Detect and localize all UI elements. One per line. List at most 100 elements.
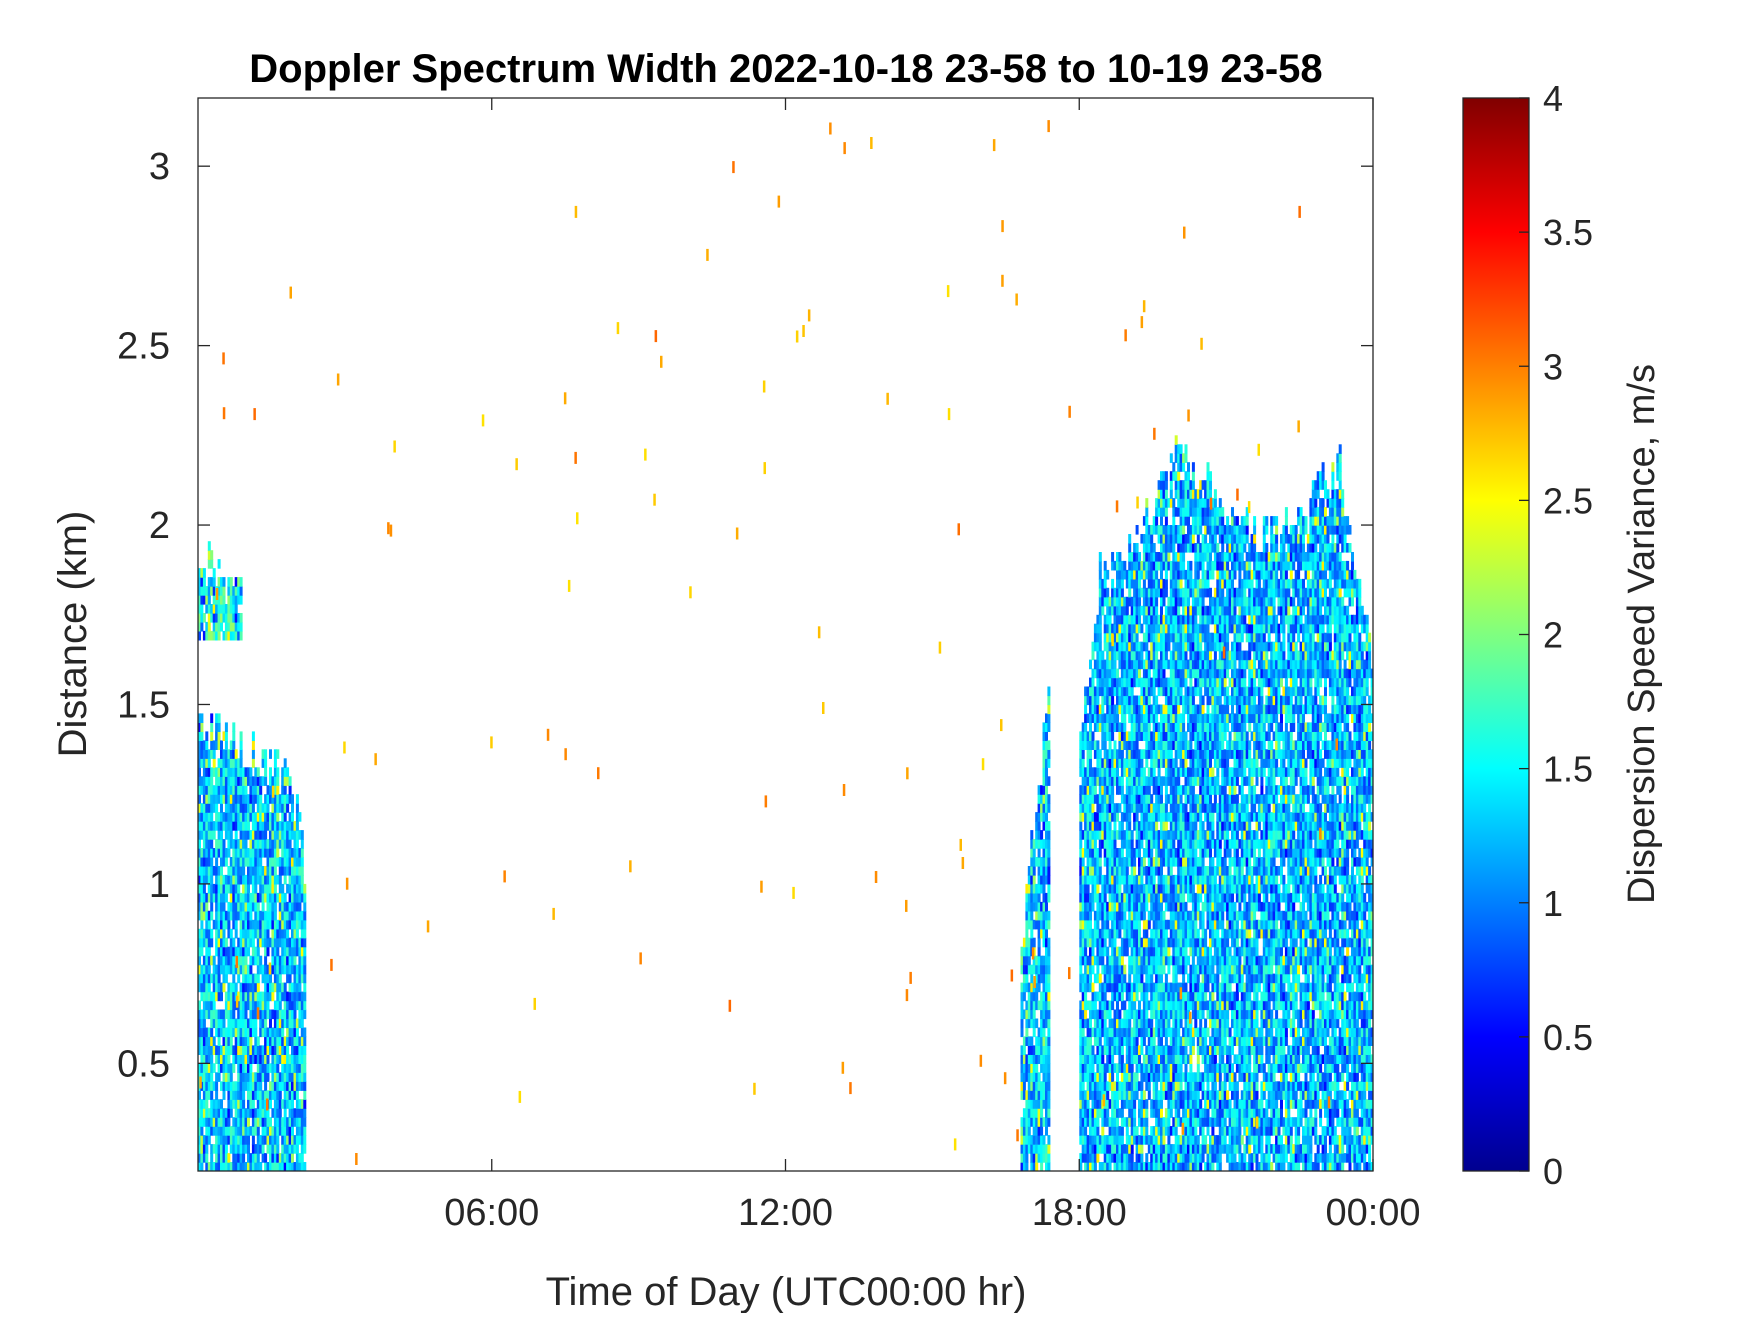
heatmap-cell: [1120, 767, 1124, 777]
heatmap-cell: [1103, 991, 1107, 1002]
heatmap-cell: [212, 586, 216, 596]
heatmap-cell: [1081, 1018, 1085, 1029]
heatmap-cell: [1145, 973, 1149, 984]
heatmap-cell: [1140, 830, 1144, 840]
heatmap-cell: [249, 767, 253, 777]
heatmap-cell: [1091, 1009, 1095, 1020]
heatmap-cell: [1098, 632, 1102, 643]
heatmap-cell: [1111, 866, 1115, 876]
heatmap-cell: [1128, 803, 1132, 813]
heatmap-cell: [212, 821, 216, 831]
heatmap-cell: [244, 776, 248, 786]
heatmap-cell: [1103, 713, 1107, 723]
heatmap-cell: [224, 785, 228, 795]
heatmap-cell: [232, 848, 236, 858]
heatmap-cell: [1089, 973, 1092, 984]
heatmap-cell: [200, 1045, 204, 1055]
heatmap-cell: [1103, 1099, 1107, 1109]
heatmap-cell: [1098, 848, 1102, 858]
heatmap-cell: [229, 577, 233, 587]
heatmap-cell: [1037, 874, 1041, 885]
heatmap-cell: [1037, 1045, 1041, 1055]
heatmap-cell: [281, 830, 285, 840]
heatmap-cell: [1128, 1144, 1132, 1154]
heatmap-cell: [1093, 830, 1097, 840]
heatmap-cell: [198, 586, 201, 596]
heatmap-cell: [1030, 839, 1034, 849]
heatmap-cell: [273, 1009, 277, 1020]
heatmap-cell: [1111, 1045, 1115, 1055]
heatmap-cell: [1111, 919, 1115, 930]
heatmap-cell: [1172, 1144, 1176, 1154]
heatmap-cell: [298, 1000, 302, 1011]
heatmap-cell: [1032, 839, 1036, 849]
heatmap-cell: [1167, 704, 1171, 715]
heatmap-cell: [1177, 587, 1181, 598]
heatmap-cell: [247, 794, 250, 804]
heatmap-cell: [234, 946, 238, 957]
heatmap-cell: [1111, 785, 1115, 795]
heatmap-cell: [1108, 1126, 1112, 1136]
heatmap-cell: [1025, 1135, 1029, 1145]
heatmap-cell: [1081, 937, 1085, 948]
heatmap-cell: [271, 857, 275, 867]
heatmap-cell: [1179, 919, 1183, 930]
heatmap-cell: [1093, 659, 1097, 670]
heatmap-cell: [276, 1009, 280, 1020]
heatmap-cell: [1037, 982, 1041, 993]
heatmap-cell: [237, 586, 241, 596]
heatmap-cell: [278, 937, 282, 948]
heatmap-cell: [198, 740, 201, 750]
heatmap-cell: [1152, 1045, 1156, 1055]
heatmap-cell: [1142, 534, 1146, 544]
heatmap-cell: [202, 848, 206, 858]
heatmap-cell: [249, 866, 253, 876]
heatmap-cell: [1116, 964, 1119, 975]
heatmap-cell: [1160, 1009, 1163, 1020]
heatmap-cell: [215, 604, 219, 614]
heatmap-cell: [259, 776, 263, 786]
heatmap-cell: [1022, 1162, 1026, 1171]
heatmap-cell: [1098, 686, 1102, 697]
heatmap-cell: [249, 991, 253, 1002]
heatmap-cell: [249, 1018, 253, 1029]
heatmap-cell: [1125, 578, 1129, 589]
heatmap-cell: [210, 1009, 214, 1020]
heatmap-cell: [244, 1054, 248, 1064]
heatmap-cell: [293, 901, 297, 912]
heatmap-cell: [1084, 1099, 1088, 1109]
heatmap-cell: [1172, 946, 1176, 957]
heatmap-cell: [1040, 857, 1044, 867]
heatmap-cell: [1145, 1081, 1149, 1091]
heatmap-cell: [1128, 839, 1132, 849]
heatmap-cell: [1177, 901, 1181, 912]
heatmap-cell: [1169, 812, 1173, 822]
heatmap-cell: [251, 937, 255, 948]
heatmap-cell: [1142, 1090, 1146, 1100]
heatmap-cell: [1086, 910, 1090, 921]
heatmap-cell: [198, 713, 201, 723]
heatmap-cell: [1111, 937, 1115, 948]
heatmap-cell: [1086, 866, 1090, 876]
heatmap-cell: [303, 937, 307, 948]
heatmap-cell: [1125, 937, 1129, 948]
heatmap-cell: [1160, 713, 1163, 723]
heatmap-cell: [1118, 1162, 1122, 1171]
heatmap-cell: [278, 1009, 282, 1020]
heatmap-cell: [1169, 543, 1173, 553]
heatmap-cell: [1113, 919, 1117, 930]
heatmap-cell: [227, 1027, 231, 1038]
heatmap-cell: [1089, 803, 1092, 813]
heatmap-cell: [1135, 812, 1139, 822]
heatmap-cell: [291, 937, 294, 948]
heatmap-cell: [1167, 1108, 1171, 1118]
heatmap-cell: [1162, 928, 1166, 939]
heatmap-cell: [239, 613, 243, 623]
heatmap-cell: [229, 1090, 233, 1100]
heatmap-cell: [300, 892, 304, 903]
heatmap-cell: [264, 1153, 268, 1163]
heatmap-cell: [1133, 722, 1137, 732]
heatmap-cell: [1140, 964, 1144, 975]
heatmap-cell: [1169, 955, 1173, 966]
heatmap-cell: [300, 1009, 304, 1020]
